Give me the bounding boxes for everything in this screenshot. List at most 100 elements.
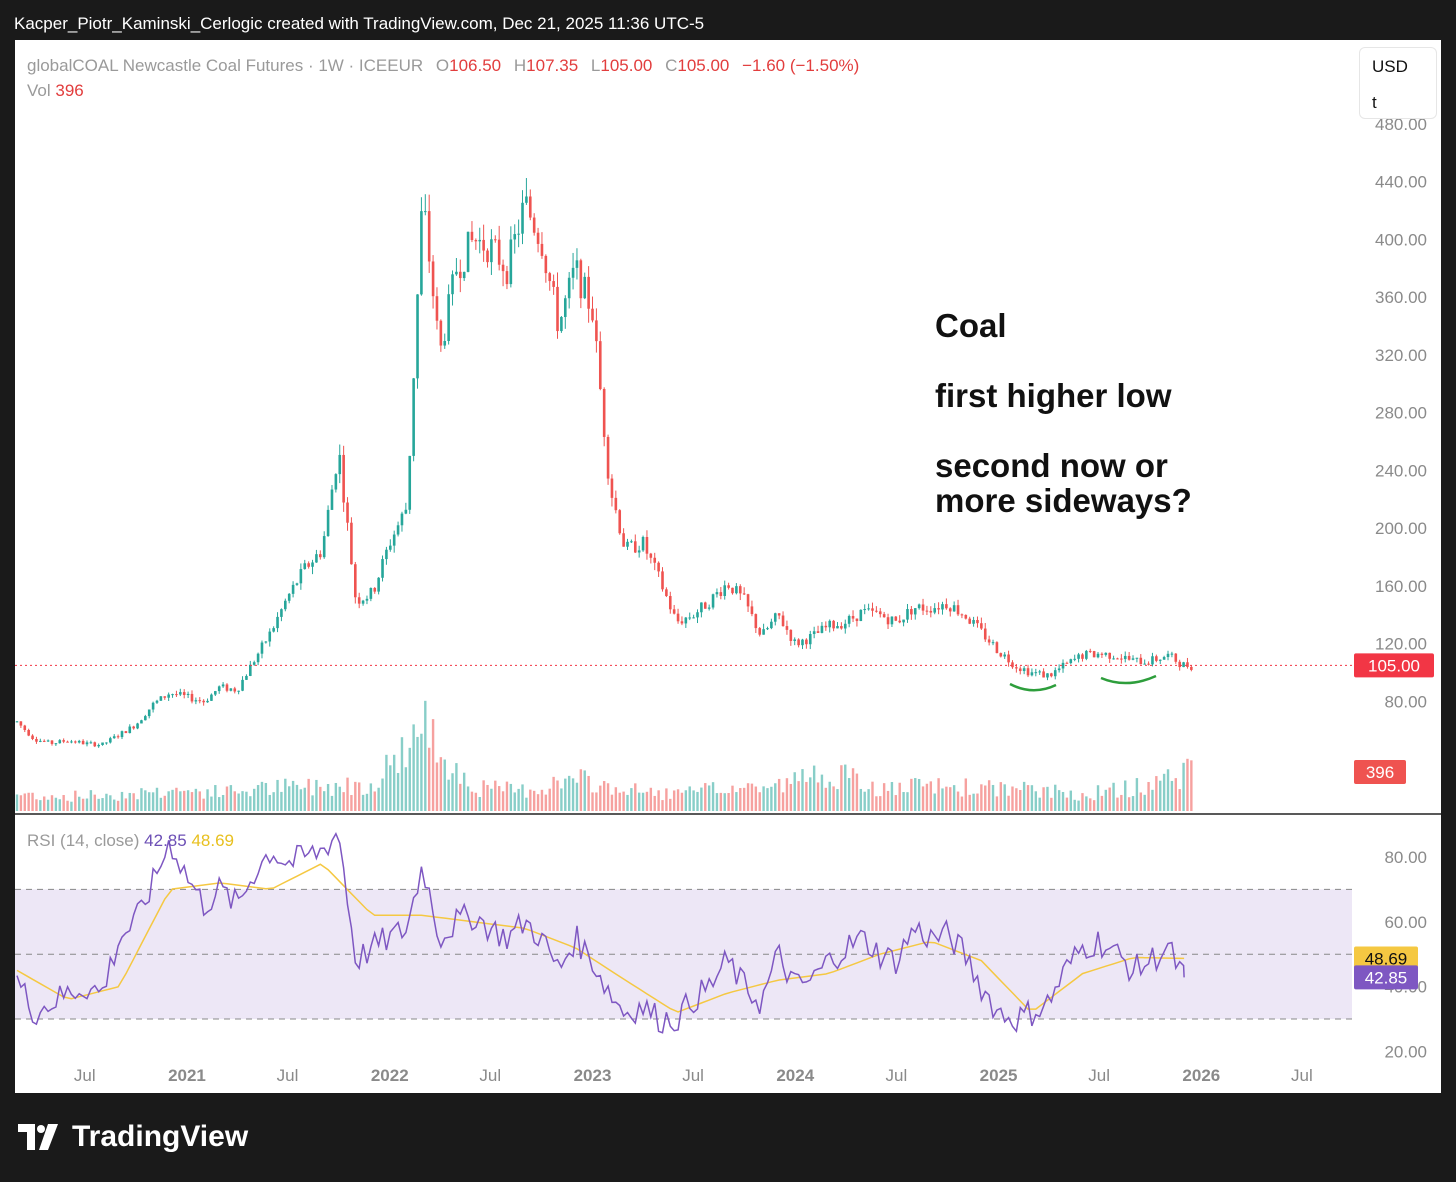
volume-bar	[89, 790, 93, 811]
candle-body	[39, 740, 42, 742]
volume-bar	[921, 786, 925, 811]
candle-body	[1022, 668, 1026, 672]
close-label: C	[665, 56, 678, 75]
candle-body	[735, 586, 738, 594]
candle-body	[960, 614, 964, 616]
volume-bar	[342, 792, 345, 811]
candle-body	[641, 536, 645, 551]
volume-bar	[206, 789, 209, 811]
symbol-title[interactable]: globalCOAL Newcastle Coal Futures · 1W ·…	[27, 56, 424, 75]
candle-body	[62, 740, 65, 742]
candle-body	[906, 609, 909, 620]
candle-body	[1108, 652, 1111, 659]
candle-body	[455, 271, 458, 275]
volume-bar	[1139, 792, 1142, 811]
volume-bar	[906, 792, 909, 811]
candle-body	[941, 604, 944, 610]
rsi-label[interactable]: RSI (14, close)	[27, 831, 140, 850]
candle-body	[836, 626, 839, 629]
volume-bar	[976, 793, 979, 811]
volume-bar	[742, 787, 746, 811]
rsi-line	[16, 831, 1185, 1034]
candle-body	[210, 694, 213, 701]
volume-bar	[630, 788, 633, 811]
volume-bar	[1112, 782, 1115, 811]
candle-body	[377, 577, 380, 592]
candle-body	[1131, 658, 1135, 660]
y-tick-label: 280.00	[1375, 404, 1427, 423]
volume-bar	[1108, 787, 1111, 811]
candle-body	[1178, 661, 1181, 668]
candle-body	[766, 628, 769, 630]
volume-bar	[770, 786, 773, 811]
candle-body	[291, 584, 295, 594]
volume-bar	[509, 783, 513, 811]
candle-body	[1135, 657, 1139, 659]
volume-bar	[956, 791, 960, 811]
volume-bar	[1054, 784, 1057, 811]
candle-body	[945, 604, 948, 609]
volume-bar	[536, 794, 540, 811]
candle-body	[1085, 650, 1088, 659]
x-tick-label: 2025	[980, 1066, 1018, 1085]
currency-label: USD	[1372, 57, 1408, 76]
chart-canvas[interactable]: 480.00 440.00 400.00 360.00 320.00 280.00 240.…	[15, 40, 1441, 1093]
volume-bar	[719, 792, 723, 811]
candle-body	[466, 231, 470, 272]
volume-bar	[816, 782, 820, 811]
candle-body	[1096, 653, 1100, 658]
volume-bar	[711, 782, 715, 811]
candle-body	[109, 738, 112, 743]
x-tick-label: Jul	[479, 1066, 501, 1085]
open-label: O	[435, 56, 450, 75]
candle-body	[101, 742, 104, 745]
volume-bar	[299, 789, 303, 811]
candle-body	[882, 614, 886, 618]
candle-series	[15, 178, 1193, 748]
candle-body	[194, 700, 198, 702]
candle-body	[412, 378, 415, 456]
volume-bar	[144, 790, 147, 811]
candle-body	[700, 602, 703, 613]
candle-body	[221, 684, 225, 687]
candle-body	[563, 298, 567, 317]
volume-series	[15, 700, 1193, 811]
candle-body	[307, 563, 310, 567]
volume-bar	[1042, 787, 1045, 811]
candle-body	[668, 596, 672, 610]
chart-panel[interactable]: 480.00 440.00 400.00 360.00 320.00 280.00 240.…	[15, 40, 1441, 1093]
volume-bar	[614, 787, 618, 811]
candle-body	[925, 610, 929, 612]
candle-body	[1186, 662, 1189, 667]
candle-body	[272, 628, 275, 632]
candle-body	[365, 598, 369, 601]
volume-bar	[70, 801, 73, 811]
candle-body	[840, 626, 843, 629]
tradingview-logo[interactable]: TradingView	[18, 1120, 248, 1154]
currency-unit-button[interactable]: USD t	[1359, 47, 1437, 119]
annotation-text: Coal first higher low second now or more…	[935, 308, 1192, 518]
candle-body	[1166, 653, 1170, 658]
volume-bar	[766, 788, 769, 811]
candle-body	[746, 594, 750, 607]
volume-bar	[669, 798, 672, 811]
candle-body	[1088, 650, 1092, 652]
candle-body	[715, 592, 719, 595]
volume-bar	[513, 792, 516, 811]
candle-body	[1003, 654, 1006, 657]
candle-body	[540, 243, 544, 256]
volume-bar	[1166, 769, 1170, 811]
volume-bar	[991, 784, 995, 811]
volume-bar	[564, 778, 567, 811]
candle-body	[35, 738, 38, 742]
volume-bar	[505, 781, 509, 811]
volume-bar	[863, 791, 866, 811]
candle-body	[280, 609, 283, 617]
volume-bar	[466, 786, 470, 811]
candle-body	[361, 600, 365, 604]
candle-body	[155, 700, 159, 703]
candle-body	[1182, 662, 1185, 668]
volume-bar	[190, 792, 194, 811]
volume-bar	[194, 788, 198, 811]
candle-body	[1026, 668, 1030, 676]
